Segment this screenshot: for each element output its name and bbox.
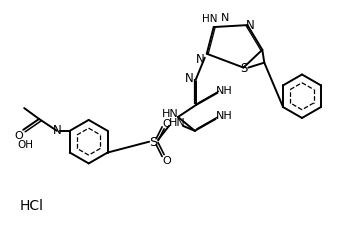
Text: NH: NH (216, 86, 233, 96)
Text: NH: NH (216, 110, 233, 121)
Text: N: N (52, 124, 61, 137)
Text: HN: HN (169, 117, 186, 127)
Text: S: S (240, 62, 247, 75)
Text: N: N (195, 53, 204, 66)
Text: HN: HN (162, 109, 178, 119)
Text: O: O (14, 130, 23, 140)
Text: HN: HN (202, 14, 217, 24)
Text: N: N (246, 18, 255, 31)
Text: S: S (149, 136, 158, 149)
Text: O: O (163, 156, 172, 166)
Text: N: N (184, 72, 193, 85)
Text: OH: OH (17, 139, 33, 149)
Text: N: N (220, 13, 229, 23)
Text: O: O (163, 119, 172, 128)
Text: HCl: HCl (19, 198, 43, 212)
